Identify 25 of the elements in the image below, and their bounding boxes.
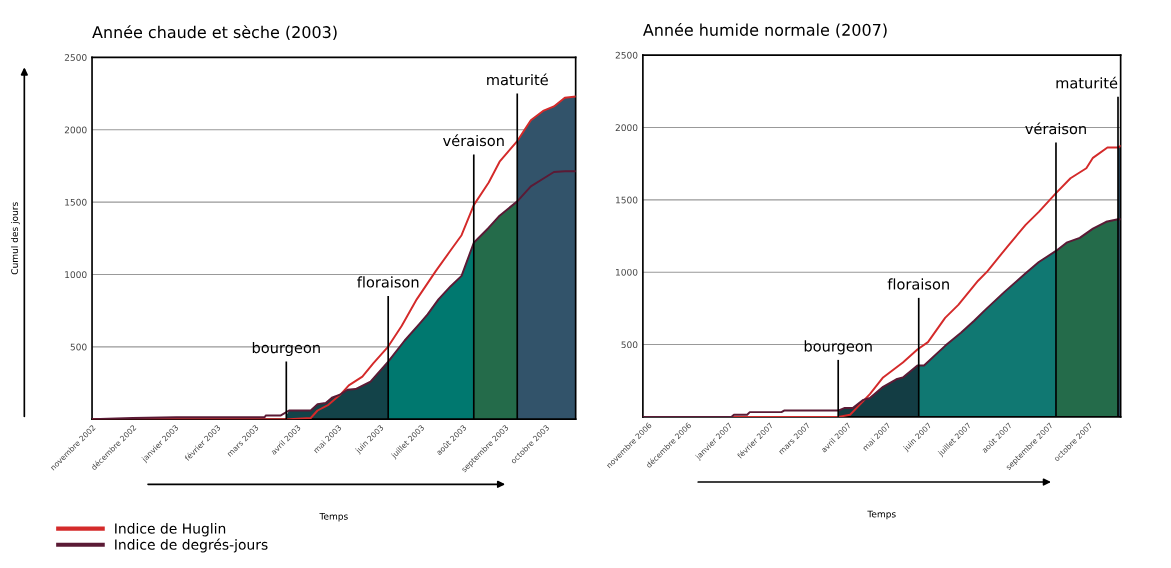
y-tick-label: 2000 bbox=[615, 124, 638, 132]
ref-line-label: véraison bbox=[1025, 122, 1086, 135]
y-axis-title: Cumul des jours bbox=[11, 202, 20, 275]
chart-title: Année humide normale (2007) bbox=[643, 22, 887, 38]
ref-line-label: véraison bbox=[443, 134, 504, 147]
ref-line-label: maturité bbox=[1056, 76, 1118, 89]
ref-line-label: floraison bbox=[887, 278, 949, 290]
y-tick-label: 2500 bbox=[615, 51, 638, 59]
y-tick-label: 2000 bbox=[64, 126, 87, 134]
y-tick-label: 500 bbox=[621, 341, 638, 349]
legend-label: Indice de degrés-jours bbox=[115, 538, 268, 553]
y-tick-label: 2500 bbox=[64, 54, 87, 61]
ref-line-label: floraison bbox=[357, 276, 419, 288]
x-axis-title: Temps bbox=[319, 513, 348, 522]
ref-line-label: bourgeon bbox=[804, 340, 872, 355]
chart-title: Année chaude et sèche (2003) bbox=[92, 25, 337, 41]
y-tick-label: 1000 bbox=[616, 268, 638, 276]
y-tick-label: 1500 bbox=[65, 198, 87, 206]
y-tick-label: 1500 bbox=[616, 196, 638, 204]
ref-line-label: bourgeon bbox=[252, 341, 320, 357]
y-tick-label: 1000 bbox=[65, 271, 87, 279]
ref-line-label: maturité bbox=[487, 73, 548, 86]
x-axis-title: Temps bbox=[867, 510, 896, 520]
legend-label: Indice de Huglin bbox=[115, 522, 226, 537]
y-tick-label: 500 bbox=[70, 343, 87, 351]
